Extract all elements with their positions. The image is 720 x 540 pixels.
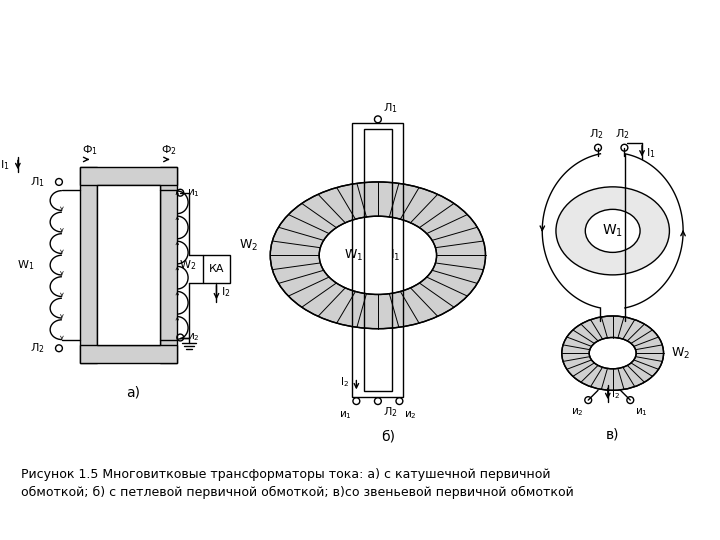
Text: и$_2$: и$_2$ xyxy=(187,332,200,343)
Text: I$_2$: I$_2$ xyxy=(340,376,348,389)
Text: Л$_1$: Л$_1$ xyxy=(30,175,45,189)
Text: и$_2$: и$_2$ xyxy=(571,406,583,418)
Text: а): а) xyxy=(126,385,140,399)
Text: I$_1$: I$_1$ xyxy=(1,158,10,172)
Bar xyxy=(364,129,392,392)
Ellipse shape xyxy=(319,216,436,294)
Text: б): б) xyxy=(381,429,395,443)
Text: Рисунок 1.5 Многовитковые трансформаторы тока: а) с катушечной первичной
обмотко: Рисунок 1.5 Многовитковые трансформаторы… xyxy=(21,468,574,499)
Text: W$_2$: W$_2$ xyxy=(240,238,258,253)
Bar xyxy=(79,167,177,185)
Ellipse shape xyxy=(585,210,640,252)
Text: в): в) xyxy=(606,427,619,441)
Bar xyxy=(79,167,97,363)
Ellipse shape xyxy=(270,182,485,329)
Text: КА: КА xyxy=(209,264,224,274)
Bar xyxy=(160,167,177,363)
Text: I$_1$: I$_1$ xyxy=(646,146,656,159)
Text: Л$_2$: Л$_2$ xyxy=(30,341,45,355)
Bar xyxy=(79,345,177,363)
Text: I$_2$: I$_2$ xyxy=(611,387,620,401)
Text: Ф$_1$: Ф$_1$ xyxy=(82,143,98,157)
Bar xyxy=(97,185,160,345)
Bar xyxy=(203,255,230,283)
Text: W$_2$: W$_2$ xyxy=(179,258,197,272)
Text: и$_1$: и$_1$ xyxy=(187,187,200,199)
Bar xyxy=(353,123,403,397)
Text: W$_1$: W$_1$ xyxy=(17,258,35,272)
Text: Л$_2$: Л$_2$ xyxy=(615,127,630,141)
Text: I$_2$: I$_2$ xyxy=(221,286,231,299)
Text: и$_1$: и$_1$ xyxy=(338,409,351,421)
Text: Л$_1$: Л$_1$ xyxy=(383,102,397,116)
Ellipse shape xyxy=(556,187,670,275)
Text: W$_1$: W$_1$ xyxy=(602,222,624,239)
Text: и$_1$: и$_1$ xyxy=(635,406,648,418)
Text: W$_2$: W$_2$ xyxy=(671,346,690,361)
Text: и$_2$: и$_2$ xyxy=(405,409,417,421)
Text: Л$_2$: Л$_2$ xyxy=(589,127,603,141)
Text: Л$_2$: Л$_2$ xyxy=(383,405,397,418)
Text: I$_1$: I$_1$ xyxy=(390,248,401,263)
Ellipse shape xyxy=(562,316,664,390)
Text: Ф$_2$: Ф$_2$ xyxy=(161,143,176,157)
Text: W$_1$: W$_1$ xyxy=(344,248,363,263)
Ellipse shape xyxy=(589,338,636,369)
